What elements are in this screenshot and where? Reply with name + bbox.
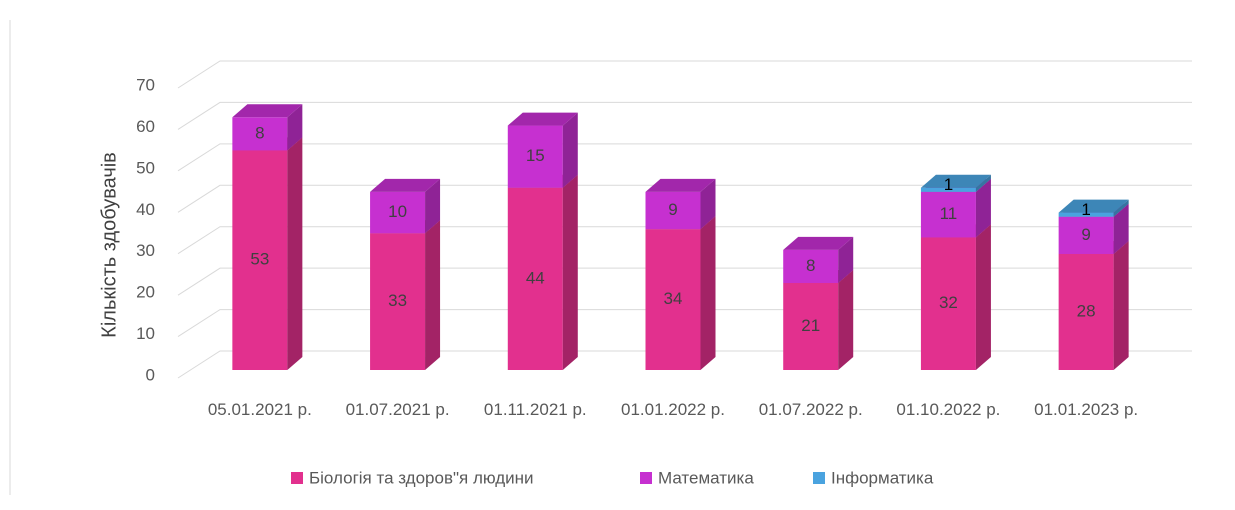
bar-segment [370,178,441,234]
bar-side [562,112,578,188]
bar-front [783,249,839,283]
bar-segment [645,178,716,230]
bar-side [838,270,854,370]
legend-swatch [640,472,652,484]
y-tick-label: 0 [146,365,155,384]
bar-side [975,174,991,192]
legend-swatch [813,472,825,484]
legend-label: Математика [658,468,754,487]
bar-front [920,237,976,370]
grid-line [177,350,1192,379]
data-label: 8 [255,123,264,142]
y-tick-label: 10 [136,324,155,343]
x-tick-label: 01.01.2022 р. [621,400,725,419]
y-tick-label: 30 [136,241,155,260]
grid-line [177,226,1192,255]
data-label: 28 [1077,301,1096,320]
data-label: 8 [806,256,815,275]
bar-front [507,125,563,188]
data-label: 33 [388,291,407,310]
data-label: 11 [940,204,958,223]
bar-segment [920,174,991,192]
x-tick-label: 01.10.2022 р. [896,400,1001,419]
data-label: 1 [944,175,953,194]
bar-side [700,216,716,370]
grid-line [177,101,1192,130]
bar-side [287,104,303,151]
bar-side [700,178,716,230]
bar-front [920,191,976,238]
legend-swatch [291,472,303,484]
data-label: 34 [664,289,683,308]
bar-segment [783,270,854,370]
bar-side [425,178,441,234]
bar-top [783,236,854,250]
data-label: 44 [526,268,545,287]
y-tick-label: 60 [136,117,155,136]
data-label: 9 [1081,225,1090,244]
x-tick-label: 01.01.2023 р. [1034,400,1139,419]
bar-segment [232,104,303,151]
bar-top [507,112,578,126]
bar-segment [783,236,854,283]
bar-front [370,191,426,234]
data-label: 1 [1081,200,1090,219]
grid-line [177,184,1192,213]
x-tick-label: 01.07.2021 р. [345,400,450,419]
data-label: 32 [939,293,958,312]
legend-label: Біологія та здоров"я людини [309,468,534,487]
data-label: 10 [388,202,407,221]
data-label: 53 [250,250,269,269]
bar-side [1113,203,1129,254]
x-tick-label: 01.07.2022 р. [758,400,863,419]
data-label: 21 [801,316,820,335]
bar-front [507,187,563,370]
bar-front [232,150,288,370]
grid-line [177,60,1192,89]
grid-line [177,143,1192,172]
legend-label: Інформатика [831,468,934,487]
bar-front [1058,254,1114,370]
bar-side [1113,241,1129,370]
y-tick-label: 20 [136,283,155,302]
bar-segment [1058,199,1129,217]
y-tick-label: 70 [136,75,155,94]
grid-line [177,267,1192,296]
x-tick-label: 01.11.2021 р. [483,400,587,419]
grid-line [177,309,1192,337]
bar-front [232,117,288,151]
y-tick-label: 40 [136,200,155,219]
y-axis-label: Кількість здобувачів [98,152,120,338]
bar-top [370,178,441,192]
bar-front [1058,216,1114,254]
bar-front [370,233,426,370]
bar-top [920,174,991,188]
bar-side [975,178,991,238]
bar-front [645,229,701,370]
bar-top [232,104,303,118]
x-tick-label: 05.01.2021 р. [207,400,312,419]
bar-front [1058,212,1114,217]
data-label: 9 [668,200,677,219]
bar-side [838,236,854,283]
bar-top [645,178,716,192]
bar-side [975,224,991,370]
y-tick-label: 50 [136,158,155,177]
bar-side [1113,199,1129,217]
bar-front [783,283,839,370]
bar-top [1058,199,1129,213]
bar-front [645,191,701,230]
bar-side [425,220,441,370]
bar-front [920,187,976,192]
data-label: 15 [526,146,545,165]
bar-segment [507,112,578,188]
bar-side [562,174,578,370]
bar-side [287,137,303,370]
